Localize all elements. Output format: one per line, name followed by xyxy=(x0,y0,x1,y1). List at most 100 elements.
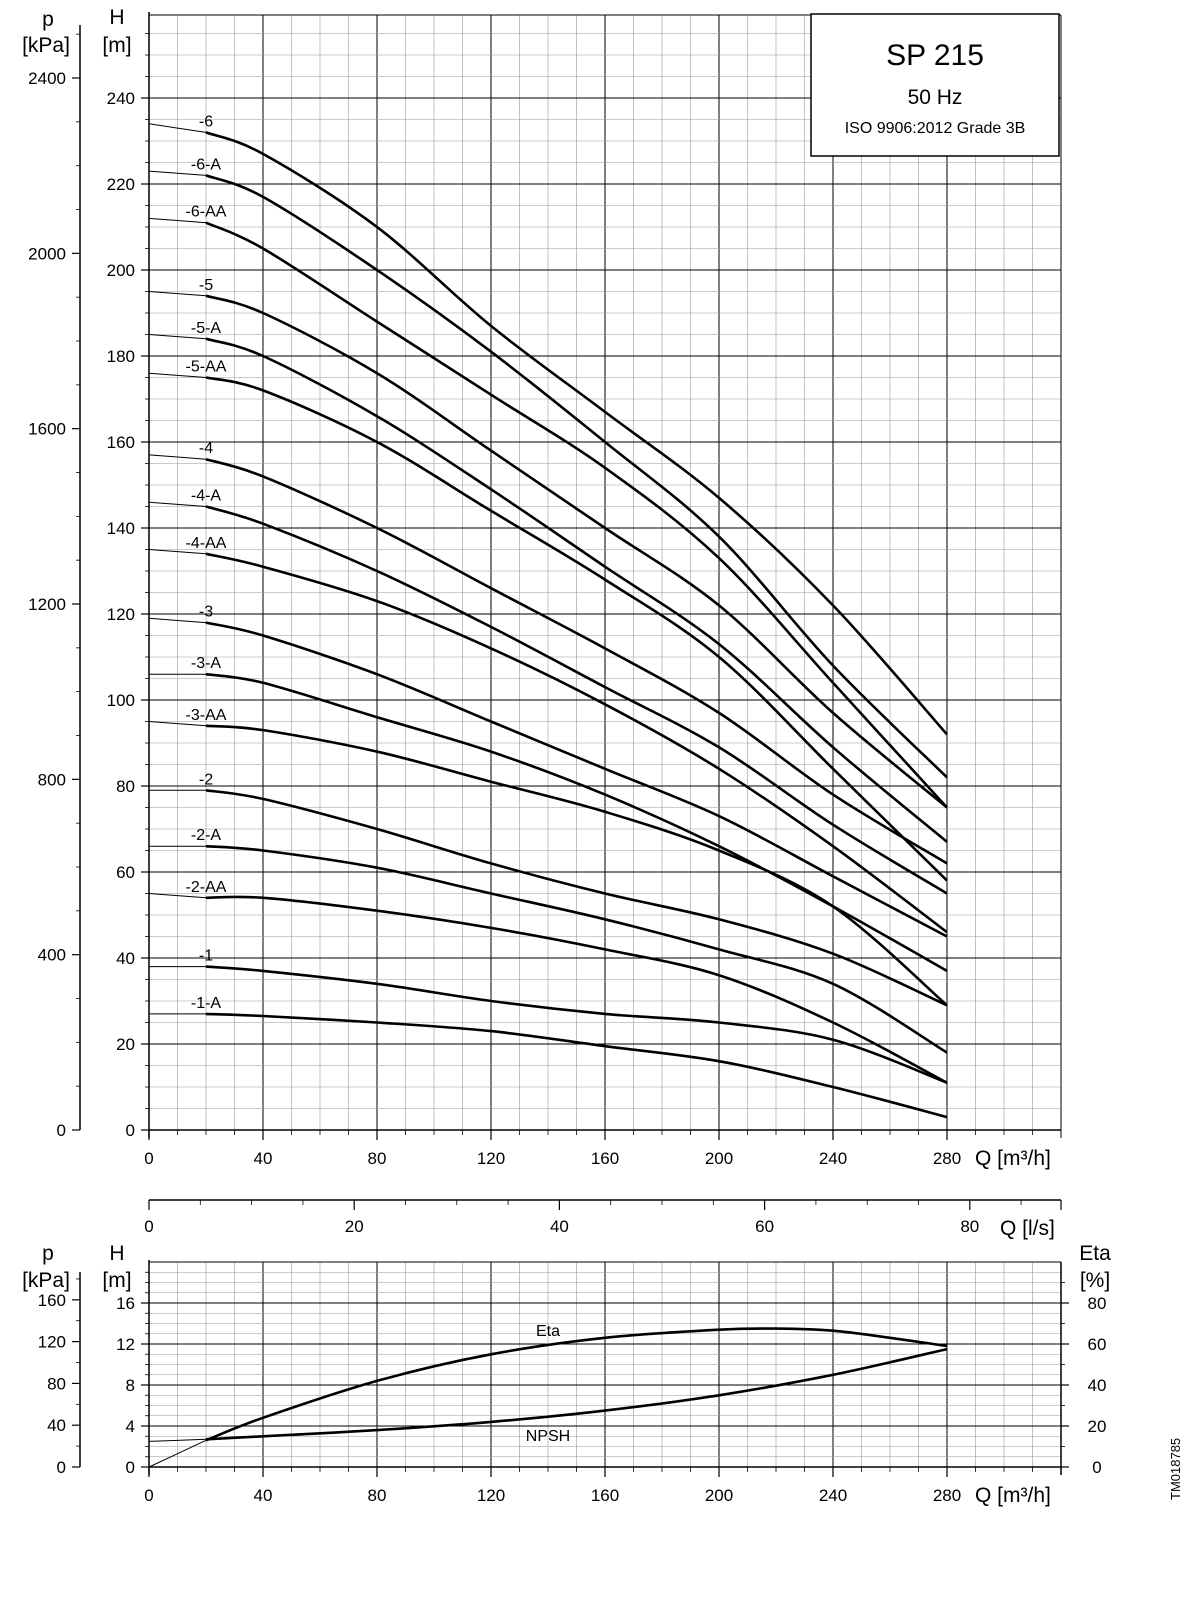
q-tick-label: 160 xyxy=(591,1149,619,1168)
p-tick-label: 1200 xyxy=(28,595,66,614)
ls-tick-label: 80 xyxy=(960,1217,979,1236)
eta-tick-label: 60 xyxy=(1088,1335,1107,1354)
npsh-curve-label: NPSH xyxy=(526,1428,570,1445)
eta-tick-label: 0 xyxy=(1092,1458,1101,1477)
curve-label: -1-A xyxy=(191,995,222,1012)
npsh-eta-curves: Eta NPSH xyxy=(148,1323,948,1468)
standard-label: ISO 9906:2012 Grade 3B xyxy=(845,120,1026,137)
eta-axis-title: Eta xyxy=(1079,1242,1111,1265)
q-tick-label: 80 xyxy=(368,1149,387,1168)
h-tick-label: 200 xyxy=(107,261,135,280)
q-tick-label: 40 xyxy=(254,1149,273,1168)
title-box: SP 215 50 Hz ISO 9906:2012 Grade 3B xyxy=(810,13,1060,157)
p-axis-unit: [kPa] xyxy=(22,34,70,57)
curve-1-A xyxy=(205,1012,948,1119)
head-curves: -6 -6-A -6-AA -5 -5-A -5-AA -4 -4-A -4-AA -3 -3-A -… xyxy=(148,113,948,1119)
bottom-q-tick-label: 120 xyxy=(477,1486,505,1505)
h-tick-label: 160 xyxy=(107,433,135,452)
q-tick-label: 280 xyxy=(933,1149,961,1168)
bottom-p-axis-unit: [kPa] xyxy=(22,1269,70,1292)
curve-label: -4-AA xyxy=(186,535,227,552)
p-tick-label: 2000 xyxy=(28,244,66,263)
h-tick-label: 220 xyxy=(107,175,135,194)
bottom-h-tick-label: 8 xyxy=(126,1376,135,1395)
curve-leadin-3-AA xyxy=(148,721,207,727)
bottom-h-axis-title: H xyxy=(109,1242,124,1265)
curve-leadin-5-A xyxy=(148,334,207,340)
bottom-q-tick-label: 280 xyxy=(933,1486,961,1505)
q-tick-label: 240 xyxy=(819,1149,847,1168)
ls-tick-label: 20 xyxy=(345,1217,364,1236)
curve-4-AA xyxy=(205,552,948,934)
q-tick-label: 200 xyxy=(705,1149,733,1168)
top-grid xyxy=(148,14,1062,1131)
frequency-label: 50 Hz xyxy=(908,86,963,109)
eta-tick-label: 80 xyxy=(1088,1294,1107,1313)
bottom-q-axis-label: Q [m³/h] xyxy=(975,1484,1051,1507)
h-tick-label: 240 xyxy=(107,89,135,108)
curve-label: -6-A xyxy=(191,156,222,173)
bottom-h-tick-label: 0 xyxy=(126,1458,135,1477)
h-axis-unit: [m] xyxy=(102,34,131,57)
bottom-p-tick-label: 40 xyxy=(47,1416,66,1435)
bottom-h-tick-label: 12 xyxy=(116,1335,135,1354)
bottom-q-tick-label: 240 xyxy=(819,1486,847,1505)
ls-tick-label: 40 xyxy=(550,1217,569,1236)
curve-label: -5-AA xyxy=(186,359,227,376)
curve-1 xyxy=(205,965,948,1084)
curve-6-AA xyxy=(205,221,948,809)
curve-2-AA xyxy=(205,895,948,1084)
h-axis-title: H xyxy=(109,6,124,29)
curve-6 xyxy=(205,131,948,736)
h-tick-label: 60 xyxy=(116,863,135,882)
curve-leadin-3 xyxy=(148,617,207,624)
bottom-h-tick-label: 16 xyxy=(116,1294,135,1313)
curve-label: -2-A xyxy=(191,827,222,844)
npsh-curve-leadin xyxy=(148,1438,207,1442)
curve-leadin-6 xyxy=(148,123,207,133)
h-tick-label: 0 xyxy=(126,1121,135,1140)
h-tick-label: 140 xyxy=(107,519,135,538)
curve-3-AA xyxy=(205,724,948,1007)
h-tick-label: 120 xyxy=(107,605,135,624)
bottom-p-tick-label: 160 xyxy=(38,1291,66,1310)
model-title: SP 215 xyxy=(886,39,984,72)
curve-5-A xyxy=(205,337,948,843)
bottom-q-tick-label: 80 xyxy=(368,1486,387,1505)
curve-6-A xyxy=(205,174,948,779)
p-tick-label: 800 xyxy=(38,770,66,789)
bottom-q-tick-label: 200 xyxy=(705,1486,733,1505)
curve-label: -3-AA xyxy=(186,707,227,724)
curve-leadin-6-A xyxy=(148,170,207,176)
npsh-curve xyxy=(205,1347,948,1441)
bottom-p-tick-label: 80 xyxy=(47,1374,66,1393)
curve-4 xyxy=(205,457,948,865)
curve-label: -2 xyxy=(199,771,213,788)
p-tick-label: 2400 xyxy=(28,69,66,88)
bottom-q-tick-label: 160 xyxy=(591,1486,619,1505)
curve-leadin-5 xyxy=(148,291,207,297)
eta-curve-label: Eta xyxy=(536,1323,560,1340)
bottom-h-axis-unit: [m] xyxy=(102,1269,131,1292)
eta-tick-label: 20 xyxy=(1088,1417,1107,1436)
h-tick-label: 100 xyxy=(107,691,135,710)
drawing-code: TM018785 xyxy=(1168,1438,1183,1500)
axes: 0204060801001201401601802002202400400800… xyxy=(22,6,1111,1507)
curve-leadin-4 xyxy=(148,454,207,460)
curve-leadin-5-AA xyxy=(148,372,207,378)
ls-tick-label: 60 xyxy=(755,1217,774,1236)
curve-leadin-6-AA xyxy=(148,217,207,224)
curve-3 xyxy=(205,621,948,938)
bottom-q-tick-label: 0 xyxy=(144,1486,153,1505)
curve-5-AA xyxy=(205,376,948,882)
bottom-q-tick-label: 40 xyxy=(254,1486,273,1505)
p-axis-title: p xyxy=(42,8,54,31)
bottom-h-tick-label: 4 xyxy=(126,1417,135,1436)
ls-tick-label: 0 xyxy=(144,1217,153,1236)
curve-label: -6 xyxy=(199,113,213,130)
curve-leadin-4-A xyxy=(148,501,207,507)
q-axis-label: Q [m³/h] xyxy=(975,1147,1051,1170)
bottom-p-tick-label: 0 xyxy=(57,1458,66,1477)
curve-leadin-2-AA xyxy=(148,893,207,899)
eta-curve-leadin xyxy=(148,1439,207,1468)
